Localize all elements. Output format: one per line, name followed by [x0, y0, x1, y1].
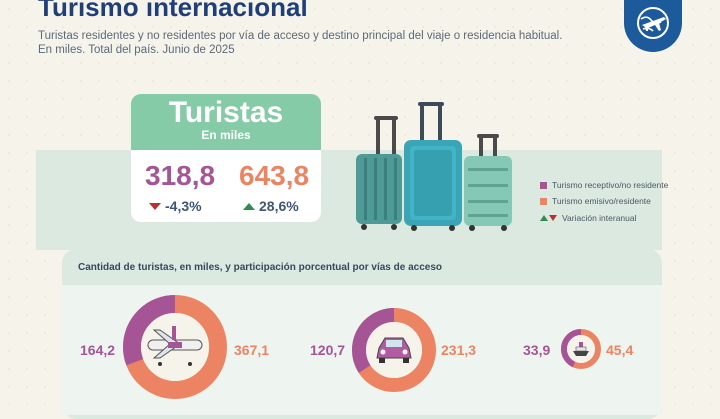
land-emisivo-value: 231,3 [441, 342, 477, 358]
turistas-header: Turistas En miles [131, 94, 321, 150]
emisivo-variation-value: 28,6% [259, 198, 299, 214]
legend-emisivo: Turismo emisivo/residente [540, 196, 651, 206]
legend-variacion: Variación interanual [540, 213, 637, 223]
suitcases-icon [356, 102, 512, 231]
ship-emisivo-value: 45,4 [606, 342, 634, 358]
access-title: Cantidad de turistas, en miles, y partic… [78, 262, 443, 273]
receptivo-variation: -4,3% [149, 198, 202, 214]
airplane-icon [147, 326, 203, 366]
arrow-up-icon [243, 202, 255, 210]
turistas-title: Turistas [168, 96, 284, 129]
legend-swatch-receptivo [540, 181, 547, 189]
emisivo-total: 643,8 [239, 160, 310, 191]
legend-receptivo: Turismo receptivo/no residente [540, 180, 668, 190]
globe-plane-icon [624, 0, 682, 52]
turistas-unit: En miles [201, 128, 251, 142]
variation-arrows-icon [540, 215, 557, 221]
turistas-card: 318,8 643,8 -4,3% 28,6% [131, 150, 321, 222]
air-emisivo-value: 367,1 [234, 342, 270, 358]
land-receptivo-value: 120,7 [310, 342, 346, 358]
ship-icon [573, 342, 589, 356]
receptivo-variation-value: -4,3% [165, 198, 202, 214]
air-receptivo-value: 164,2 [80, 342, 116, 358]
legend-variacion-label: Variación interanual [562, 213, 637, 223]
legend-receptivo-label: Turismo receptivo/no residente [552, 180, 669, 190]
legend-emisivo-label: Turismo emisivo/residente [552, 196, 651, 206]
subtitle-line-1: Turistas residentes y no residentes por … [38, 30, 563, 42]
car-icon [376, 337, 412, 363]
subtitle-line-2: En miles. Total del país. Junio de 2025 [38, 44, 235, 56]
arrow-down-icon [149, 202, 161, 210]
page-title: Turismo internacional [38, 0, 308, 22]
legend-swatch-emisivo [540, 197, 547, 205]
receptivo-total: 318,8 [145, 160, 216, 191]
emisivo-variation: 28,6% [243, 198, 299, 214]
land-donut [352, 308, 436, 392]
ship-receptivo-value: 33,9 [523, 342, 551, 358]
